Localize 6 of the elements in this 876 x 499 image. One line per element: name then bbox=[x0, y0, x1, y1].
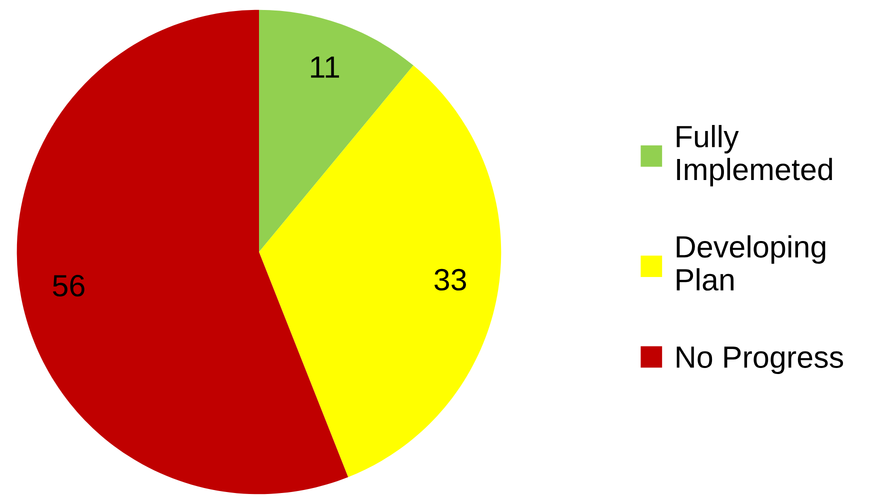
legend-label: No Progress bbox=[676, 346, 844, 374]
legend-label: Fully Implemeted bbox=[676, 124, 832, 186]
data-label: 11 bbox=[311, 56, 339, 78]
data-label: 33 bbox=[434, 268, 466, 291]
data-label: 56 bbox=[52, 274, 84, 297]
legend-label: Developing Plan bbox=[676, 235, 826, 291]
